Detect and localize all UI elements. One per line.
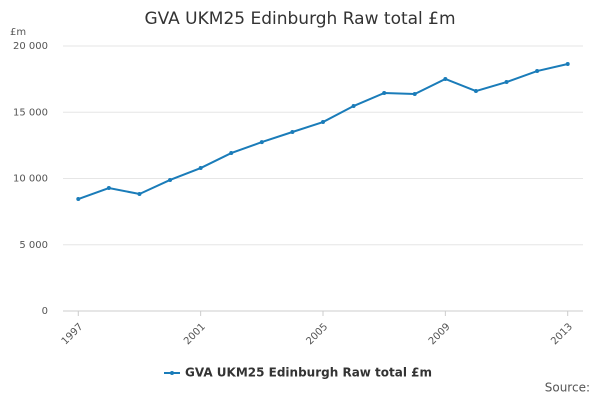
- x-tick-label: 2013: [549, 321, 575, 347]
- data-point: [443, 76, 448, 81]
- data-point: [535, 69, 540, 74]
- data-point: [412, 91, 417, 96]
- data-point: [565, 62, 570, 67]
- data-point: [290, 129, 295, 134]
- y-axis-label: £m: [10, 27, 26, 38]
- data-point: [229, 151, 234, 156]
- y-tick-label: 5 000: [19, 240, 48, 251]
- y-tick-label: 20 000: [13, 41, 48, 52]
- x-tick-label: 2005: [304, 321, 330, 347]
- data-point: [321, 120, 325, 125]
- legend-label: GVA UKM25 Edinburgh Raw total £m: [185, 366, 432, 380]
- source: Source:: [545, 381, 590, 395]
- data-point: [137, 192, 142, 197]
- x-tick-label: 2009: [427, 321, 453, 347]
- y-tick-label: 0: [42, 306, 48, 317]
- data-point: [382, 91, 387, 96]
- x-tick-label: 1997: [60, 321, 86, 347]
- data-point: [504, 80, 509, 85]
- data-point: [76, 197, 81, 202]
- data-point: [106, 186, 111, 191]
- data-point: [168, 177, 173, 182]
- chart-title: GVA UKM25 Edinburgh Raw total £m: [144, 9, 455, 29]
- legend-marker: [170, 371, 174, 375]
- data-point: [259, 140, 264, 145]
- data-point: [351, 104, 356, 109]
- x-tick-label: 2001: [182, 321, 208, 347]
- data-point: [198, 166, 203, 171]
- y-tick-label: 10 000: [13, 174, 48, 185]
- data-point: [473, 89, 478, 94]
- y-tick-label: 15 000: [13, 107, 48, 118]
